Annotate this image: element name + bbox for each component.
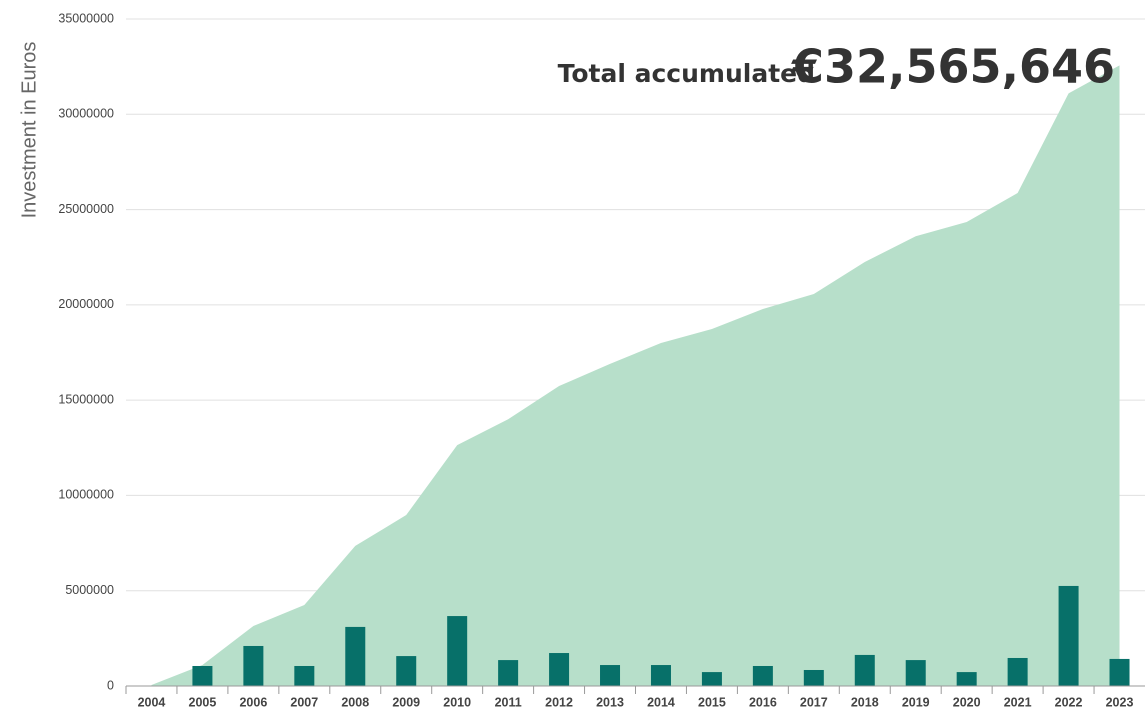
y-tick-label: 0 — [107, 678, 114, 692]
x-tick-label: 2023 — [1106, 695, 1134, 709]
bar — [1058, 585, 1079, 686]
x-tick-label: 2007 — [290, 695, 318, 709]
bar — [396, 656, 417, 686]
bar — [650, 665, 671, 686]
x-tick-label: 2020 — [953, 695, 981, 709]
annotation-value: €32,565,646 — [791, 40, 1115, 94]
x-tick-label: 2015 — [698, 695, 726, 709]
bar — [345, 626, 366, 686]
bar — [1007, 657, 1028, 686]
bar — [294, 665, 315, 686]
bar — [243, 645, 264, 686]
bar — [498, 660, 519, 686]
y-tick-label: 10000000 — [58, 488, 114, 502]
x-tick-label: 2014 — [647, 695, 675, 709]
bar — [854, 654, 875, 686]
annotation-label: Total accumulated — [558, 59, 815, 88]
y-tick-label: 35000000 — [58, 11, 114, 25]
bar — [701, 672, 722, 686]
x-tick-label: 2010 — [443, 695, 471, 709]
x-tick-label: 2018 — [851, 695, 879, 709]
bar — [192, 665, 213, 686]
x-tick-label: 2019 — [902, 695, 930, 709]
y-axis-label: Investment in Euros — [18, 42, 40, 219]
y-tick-label: 5000000 — [65, 583, 114, 597]
x-tick-label: 2006 — [239, 695, 267, 709]
y-tick-label: 30000000 — [58, 107, 114, 121]
bar — [447, 616, 468, 686]
bar-layer — [192, 585, 1130, 686]
bar — [1109, 658, 1130, 686]
bar — [956, 672, 977, 686]
x-tick-label: 2013 — [596, 695, 624, 709]
x-tick-label: 2004 — [138, 695, 166, 709]
x-tick-label: 2021 — [1004, 695, 1032, 709]
x-tick-label: 2005 — [189, 695, 217, 709]
x-tick-label: 2016 — [749, 695, 777, 709]
x-tick-label: 2008 — [341, 695, 369, 709]
area-layer — [151, 65, 1120, 686]
axis: 0 5000000 10000000 15000000 20000000 25000000… — [58, 11, 1145, 709]
x-tick-label: 2017 — [800, 695, 828, 709]
x-tick-label: 2009 — [392, 695, 420, 709]
area — [151, 65, 1120, 686]
y-tick-label: 20000000 — [58, 297, 114, 311]
bar — [803, 669, 824, 686]
y-tick-label: 15000000 — [58, 392, 114, 406]
x-tick-label: 2022 — [1055, 695, 1083, 709]
x-tick-label: 2011 — [495, 695, 522, 709]
bar — [549, 653, 570, 686]
bar — [600, 665, 621, 686]
bar — [752, 665, 773, 686]
x-tick-label: 2012 — [545, 695, 573, 709]
bar — [905, 660, 926, 686]
y-tick-label: 25000000 — [58, 202, 114, 216]
